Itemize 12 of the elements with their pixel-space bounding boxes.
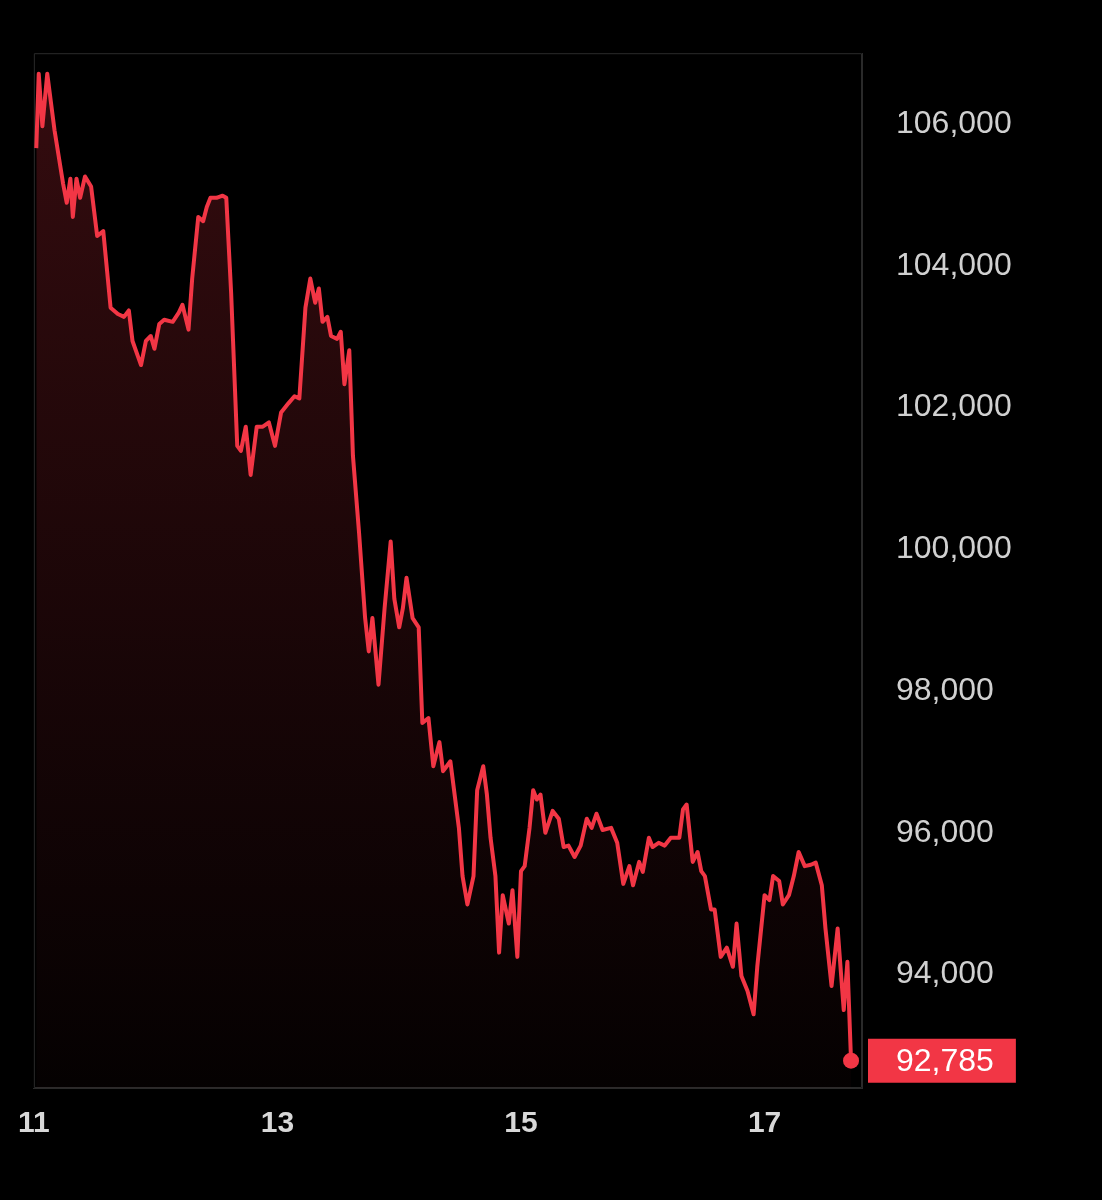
x-tick-label: 13 xyxy=(260,1105,295,1139)
annotation: 92,785 xyxy=(896,1041,994,1078)
y-tick-label: 102,000 xyxy=(896,387,1012,424)
y-tick-label: 94,000 xyxy=(896,954,994,991)
y-tick-label: 106,000 xyxy=(896,103,1012,140)
x-tick-label: 11 xyxy=(18,1105,50,1139)
x-tick-label: 17 xyxy=(747,1105,782,1139)
y-tick-label: 96,000 xyxy=(896,812,994,849)
y-tick-label: 104,000 xyxy=(896,245,1012,282)
y-tick-label: 98,000 xyxy=(896,670,994,707)
y-tick-label: 100,000 xyxy=(896,529,1012,566)
x-tick-label: 15 xyxy=(504,1105,538,1139)
